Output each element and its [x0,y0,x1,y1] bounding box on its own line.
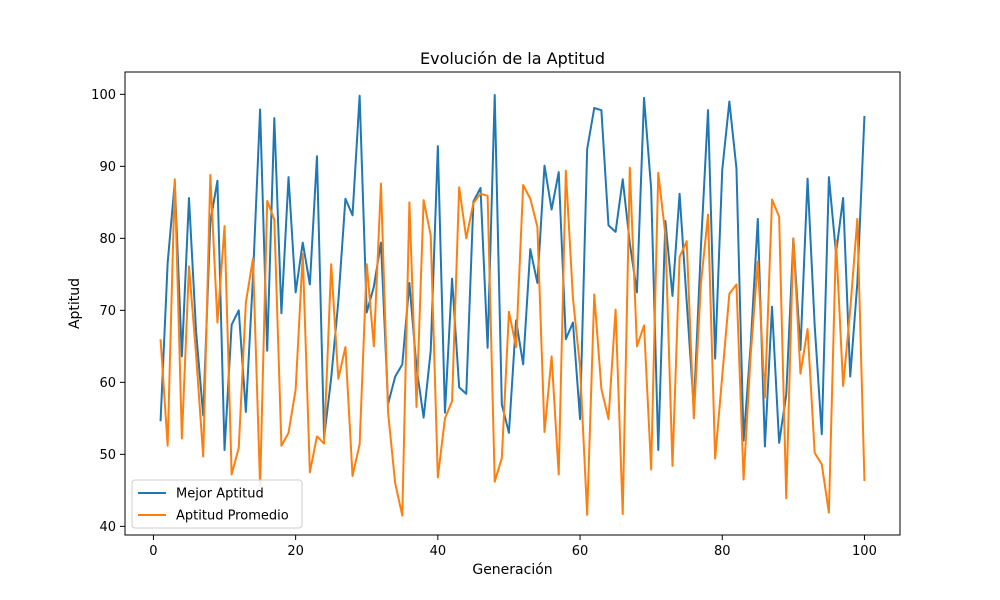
x-tick-label: 80 [714,544,731,559]
y-tick-label: 100 [91,88,116,103]
y-tick-label: 40 [99,520,116,535]
x-axis-label: Generación [472,562,552,578]
legend: Mejor Aptitud Aptitud Promedio [131,479,303,529]
y-axis-label: Aptitud [67,278,83,329]
x-tick-label: 40 [430,544,447,559]
y-tick-label: 80 [99,232,116,247]
x-tick-label: 100 [852,544,877,559]
series-line-mejor-aptitud [159,94,866,452]
x-tick-label: 20 [287,544,304,559]
plot-area: 0 20 40 60 80 100 40 50 60 70 80 90 100 [91,71,901,559]
series-line-aptitud-promedio [159,166,866,517]
x-tick-label: 0 [149,544,157,559]
y-tick-label: 50 [99,448,116,463]
axes-frame [124,71,901,536]
legend-label-mejor-aptitud: Mejor Aptitud [176,487,264,502]
y-tick-label: 90 [99,160,116,175]
chart-title: Evolución de la Aptitud [420,49,605,68]
x-tick-label: 60 [572,544,589,559]
legend-label-aptitud-promedio: Aptitud Promedio [176,509,289,524]
y-tick-label: 70 [99,304,116,319]
series-layer [159,94,866,517]
x-axis-ticks: 0 20 40 60 80 100 [149,535,877,559]
legend-box [131,479,303,529]
y-tick-label: 60 [99,376,116,391]
y-axis-ticks: 40 50 60 70 80 90 100 [91,88,125,535]
